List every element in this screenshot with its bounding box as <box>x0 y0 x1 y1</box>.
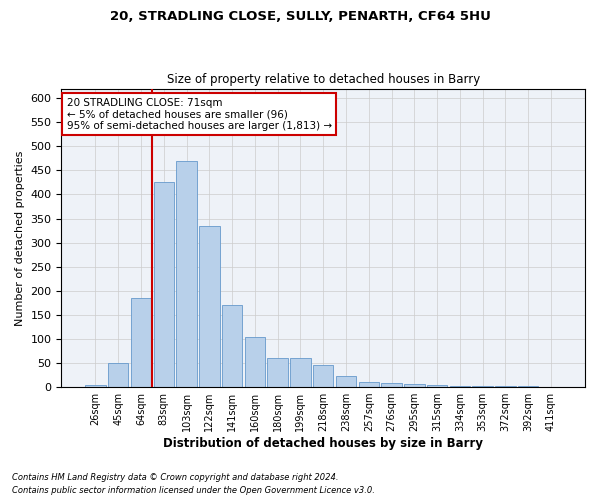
Bar <box>495 386 515 387</box>
Bar <box>427 384 448 387</box>
Bar <box>518 386 538 387</box>
Bar <box>222 305 242 387</box>
Text: Contains HM Land Registry data © Crown copyright and database right 2024.
Contai: Contains HM Land Registry data © Crown c… <box>12 474 375 495</box>
Title: Size of property relative to detached houses in Barry: Size of property relative to detached ho… <box>167 73 480 86</box>
Text: 20 STRADLING CLOSE: 71sqm
← 5% of detached houses are smaller (96)
95% of semi-d: 20 STRADLING CLOSE: 71sqm ← 5% of detach… <box>67 98 332 130</box>
Bar <box>472 386 493 387</box>
Bar <box>245 336 265 387</box>
Bar <box>336 376 356 387</box>
X-axis label: Distribution of detached houses by size in Barry: Distribution of detached houses by size … <box>163 437 483 450</box>
Bar <box>359 382 379 387</box>
Bar <box>176 161 197 387</box>
Text: 20, STRADLING CLOSE, SULLY, PENARTH, CF64 5HU: 20, STRADLING CLOSE, SULLY, PENARTH, CF6… <box>110 10 490 23</box>
Bar <box>290 358 311 387</box>
Bar <box>131 298 151 387</box>
Bar <box>154 182 174 387</box>
Y-axis label: Number of detached properties: Number of detached properties <box>15 150 25 326</box>
Bar <box>449 386 470 387</box>
Bar <box>381 383 402 387</box>
Bar <box>404 384 425 387</box>
Bar <box>108 363 128 387</box>
Bar <box>313 366 334 387</box>
Bar <box>199 226 220 387</box>
Bar <box>85 384 106 387</box>
Bar <box>268 358 288 387</box>
